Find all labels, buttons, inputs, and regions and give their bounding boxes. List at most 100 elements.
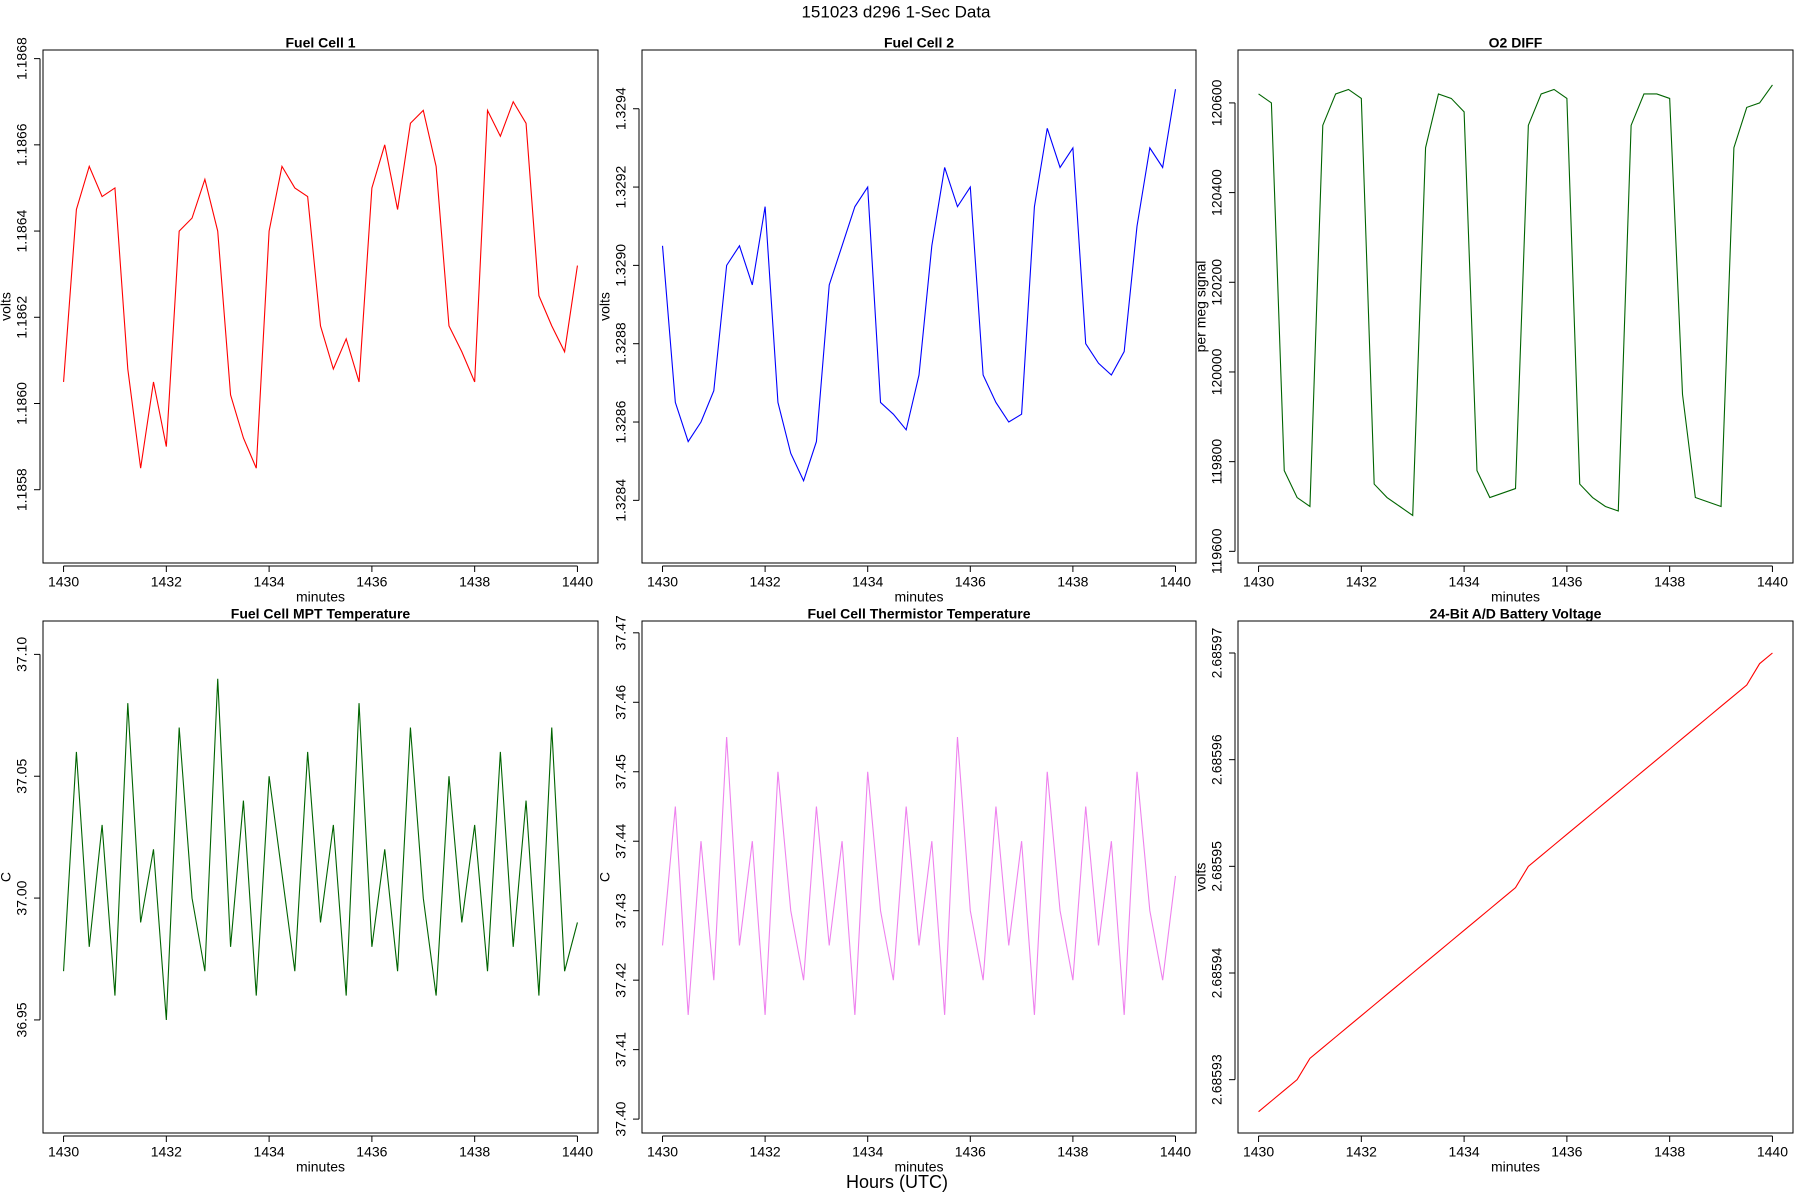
x-tick-label: 1440: [1160, 574, 1191, 590]
y-tick-label: 1.1860: [14, 382, 30, 425]
x-tick-label: 1436: [1551, 1144, 1582, 1160]
x-tick-label: 1436: [955, 1144, 986, 1160]
y-tick-label: 37.43: [613, 893, 629, 928]
y-tick-label: 37.05: [14, 759, 30, 794]
x-tick-label: 1436: [356, 574, 387, 590]
x-tick-label: 1432: [750, 574, 781, 590]
y-axis-label: C: [0, 872, 14, 882]
y-tick-label: 120400: [1209, 169, 1225, 216]
x-tick-label: 1432: [1346, 574, 1377, 590]
x-tick-label: 1432: [1346, 1144, 1377, 1160]
y-tick-label: 1.3284: [613, 479, 629, 522]
y-tick-label: 37.10: [14, 637, 30, 672]
panel-title: Fuel Cell MPT Temperature: [231, 606, 411, 622]
plot-frame: [1237, 620, 1794, 1134]
x-axis-label: minutes: [1491, 1159, 1540, 1175]
y-tick-label: 1.3290: [613, 244, 629, 287]
y-tick-label: 36.95: [14, 1002, 30, 1037]
y-axis-label: volts: [597, 292, 613, 321]
y-tick-label: 1.1866: [14, 123, 30, 166]
x-tick-label: 1438: [1057, 1144, 1088, 1160]
x-tick-label: 1434: [254, 574, 285, 590]
x-axis-label: minutes: [296, 589, 345, 605]
x-tick-label: 1430: [647, 1144, 678, 1160]
plot-frame: [42, 49, 599, 564]
data-line: [1258, 652, 1773, 1113]
y-tick-label: 119800: [1209, 439, 1225, 485]
y-tick-label: 37.46: [613, 685, 629, 720]
y-tick-label: 37.40: [613, 1101, 629, 1136]
x-tick-label: 1430: [48, 574, 79, 590]
y-tick-label: 37.42: [613, 962, 629, 997]
y-tick-label: 1.1868: [14, 37, 30, 80]
y-axis-label: C: [597, 872, 613, 882]
y-tick-label: 120600: [1209, 79, 1225, 126]
x-tick-label: 1434: [254, 1144, 285, 1160]
panel-title: Fuel Cell 2: [884, 35, 954, 51]
figure-x-label: Hours (UTC): [846, 1172, 948, 1192]
x-axis-label: minutes: [894, 589, 943, 605]
x-tick-label: 1436: [955, 574, 986, 590]
x-tick-label: 1434: [1449, 574, 1480, 590]
y-tick-label: 37.41: [613, 1032, 629, 1067]
x-tick-label: 1434: [1449, 1144, 1480, 1160]
x-tick-label: 1438: [1654, 574, 1685, 590]
plot-frame: [1237, 49, 1794, 564]
y-tick-label: 2.68594: [1209, 947, 1225, 998]
x-tick-label: 1434: [852, 1144, 883, 1160]
x-tick-label: 1438: [1654, 1144, 1685, 1160]
y-tick-label: 1.1864: [14, 209, 30, 252]
panel-title: Fuel Cell Thermistor Temperature: [807, 606, 1030, 622]
data-line: [661, 736, 1177, 1015]
data-line: [63, 100, 578, 469]
y-axis-label: per meg signal: [1193, 261, 1209, 353]
panel-title: O2 DIFF: [1489, 35, 1543, 51]
x-tick-label: 1432: [151, 1144, 182, 1160]
figure-title: 151023 d296 1-Sec Data: [801, 2, 991, 21]
y-tick-label: 1.3292: [613, 165, 629, 208]
y-tick-label: 2.68595: [1209, 841, 1225, 892]
plot-frame: [641, 620, 1197, 1134]
y-axis-label: volts: [1193, 863, 1209, 892]
y-tick-label: 2.68593: [1209, 1054, 1225, 1105]
x-axis-label: minutes: [894, 1159, 943, 1175]
x-tick-label: 1434: [852, 574, 883, 590]
x-tick-label: 1436: [356, 1144, 387, 1160]
y-tick-label: 37.00: [14, 880, 30, 915]
x-tick-label: 1440: [1757, 574, 1788, 590]
x-tick-label: 1430: [1243, 1144, 1274, 1160]
x-tick-label: 1430: [1243, 574, 1274, 590]
x-tick-label: 1440: [562, 1144, 593, 1160]
y-tick-label: 1.3286: [613, 400, 629, 443]
plot-frame: [42, 620, 599, 1134]
x-tick-label: 1440: [1160, 1144, 1191, 1160]
y-tick-label: 37.47: [613, 615, 629, 650]
panel-title: Fuel Cell 1: [285, 35, 355, 51]
x-tick-label: 1438: [1057, 574, 1088, 590]
y-tick-label: 37.44: [613, 823, 629, 858]
x-tick-label: 1438: [459, 1144, 490, 1160]
y-tick-label: 120200: [1209, 259, 1225, 306]
y-tick-label: 1.1858: [14, 468, 30, 511]
y-tick-label: 1.3294: [613, 87, 629, 130]
x-tick-label: 1432: [151, 574, 182, 590]
x-tick-label: 1438: [459, 574, 490, 590]
data-line: [63, 678, 578, 1020]
y-tick-label: 2.68596: [1209, 734, 1225, 785]
y-tick-label: 119600: [1209, 528, 1225, 574]
x-tick-label: 1440: [1757, 1144, 1788, 1160]
y-axis-label: volts: [0, 292, 14, 321]
x-axis-label: minutes: [1491, 589, 1540, 605]
x-tick-label: 1430: [647, 574, 678, 590]
panel-title: 24-Bit A/D Battery Voltage: [1430, 606, 1602, 622]
data-line: [661, 89, 1177, 483]
plot-frame: [641, 49, 1197, 564]
y-tick-label: 1.3288: [613, 322, 629, 365]
x-tick-label: 1436: [1551, 574, 1582, 590]
x-tick-label: 1432: [750, 1144, 781, 1160]
x-tick-label: 1430: [48, 1144, 79, 1160]
y-tick-label: 120000: [1209, 348, 1225, 395]
x-axis-label: minutes: [296, 1159, 345, 1175]
